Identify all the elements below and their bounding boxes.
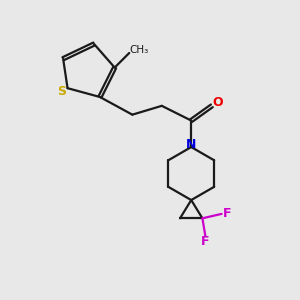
Text: S: S <box>57 85 66 98</box>
Text: N: N <box>186 139 196 152</box>
Text: CH₃: CH₃ <box>129 45 148 55</box>
Text: F: F <box>201 236 210 248</box>
Text: O: O <box>212 96 223 110</box>
Text: F: F <box>223 207 231 220</box>
